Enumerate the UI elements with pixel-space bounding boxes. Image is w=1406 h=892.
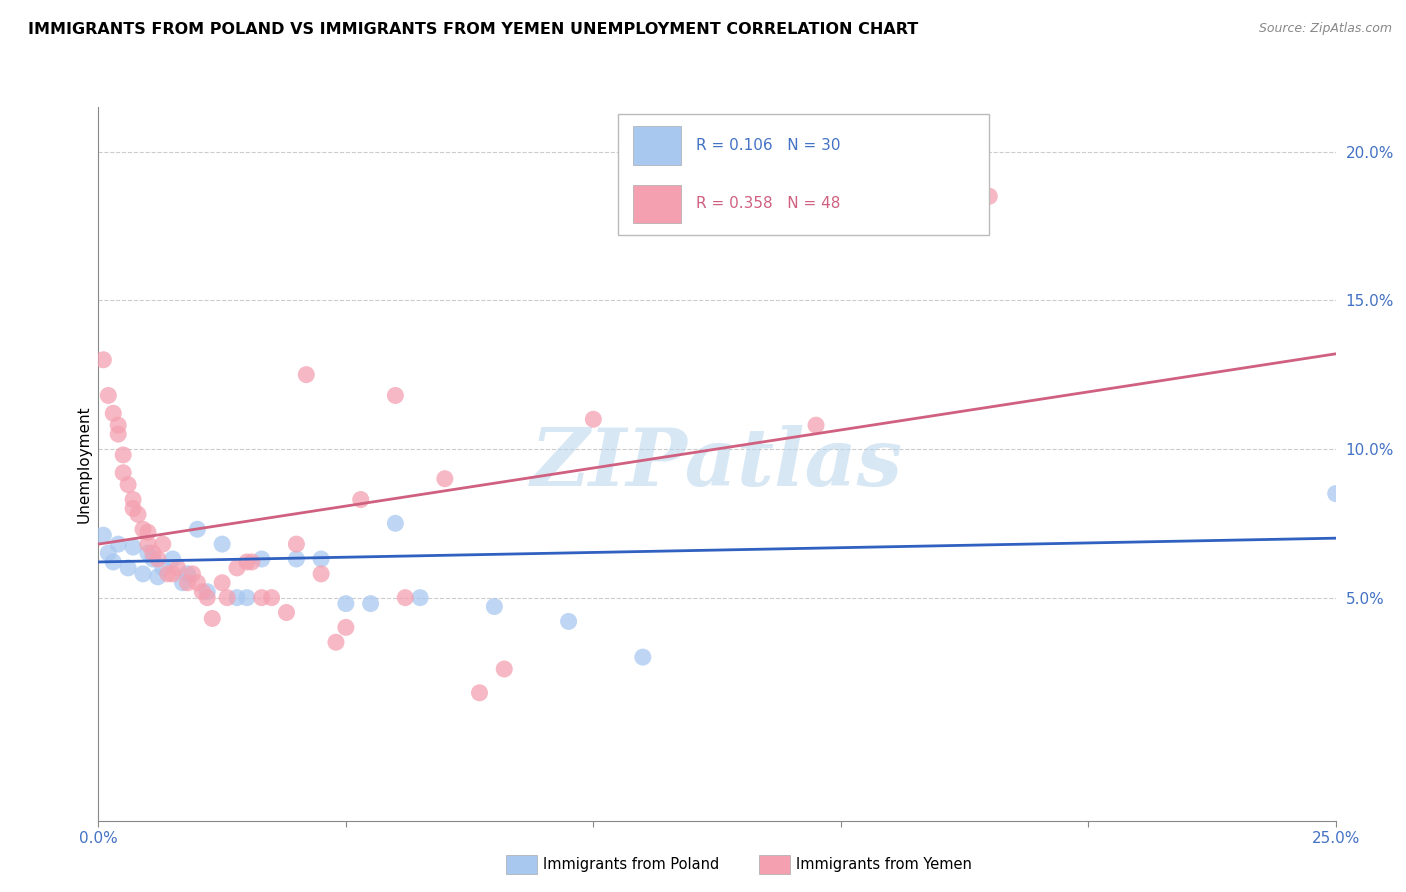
Point [309,566,332,581]
Point [350,492,373,507]
Point [112,466,135,480]
Text: IMMIGRANTS FROM POLAND VS IMMIGRANTS FROM YEMEN UNEMPLOYMENT CORRELATION CHART: IMMIGRANTS FROM POLAND VS IMMIGRANTS FRO… [28,22,918,37]
Point [136,537,159,551]
Text: ZIPatlas: ZIPatlas [531,425,903,502]
Point [409,591,432,605]
Point [97,388,120,402]
Point [384,388,406,402]
Text: Immigrants from Yemen: Immigrants from Yemen [796,857,972,871]
Point [226,561,249,575]
Point [335,597,357,611]
Point [93,528,115,542]
Point [631,650,654,665]
Point [142,546,165,560]
Point [142,552,165,566]
Point [217,591,239,605]
Point [295,368,318,382]
Point [181,566,204,581]
Point [107,427,129,442]
Point [176,566,198,581]
Point [484,599,506,614]
Point [132,522,155,536]
Y-axis label: Unemployment: Unemployment [76,405,91,523]
Point [285,552,308,566]
Point [309,552,332,566]
Point [236,591,259,605]
Point [582,412,605,426]
Point [236,555,259,569]
Point [260,591,283,605]
Point [136,525,159,540]
Point [384,516,406,531]
Point [276,606,298,620]
Point [191,584,214,599]
Point [146,552,169,566]
Point [107,537,129,551]
Point [166,561,188,575]
Point [285,537,308,551]
Point [201,611,224,625]
Point [186,575,208,590]
Point [979,189,1001,203]
Point [325,635,347,649]
Point [146,570,169,584]
Point [162,566,184,581]
Point [97,546,120,560]
Point [804,418,827,433]
Point [494,662,516,676]
Point [360,597,382,611]
Point [211,537,233,551]
Point [112,448,135,462]
Point [1324,486,1347,500]
Point [122,501,145,516]
Point [226,591,249,605]
Point [186,522,208,536]
Point [240,555,263,569]
Point [152,561,174,575]
Point [335,620,357,634]
Point [468,686,491,700]
Point [117,561,139,575]
Point [103,406,125,420]
Point [122,492,145,507]
Point [107,418,129,433]
Point [132,566,155,581]
Point [127,508,149,522]
Point [394,591,416,605]
Point [172,575,194,590]
Point [103,555,125,569]
Point [250,552,273,566]
Point [152,537,174,551]
Text: Source: ZipAtlas.com: Source: ZipAtlas.com [1258,22,1392,36]
Point [195,584,218,599]
Point [557,615,579,629]
Point [433,472,456,486]
Point [93,352,115,367]
Point [211,575,233,590]
Text: Immigrants from Poland: Immigrants from Poland [543,857,718,871]
Point [250,591,273,605]
Point [195,591,218,605]
Point [156,566,179,581]
Point [162,552,184,566]
Point [117,477,139,491]
Point [122,540,145,554]
Point [176,575,198,590]
Point [136,546,159,560]
